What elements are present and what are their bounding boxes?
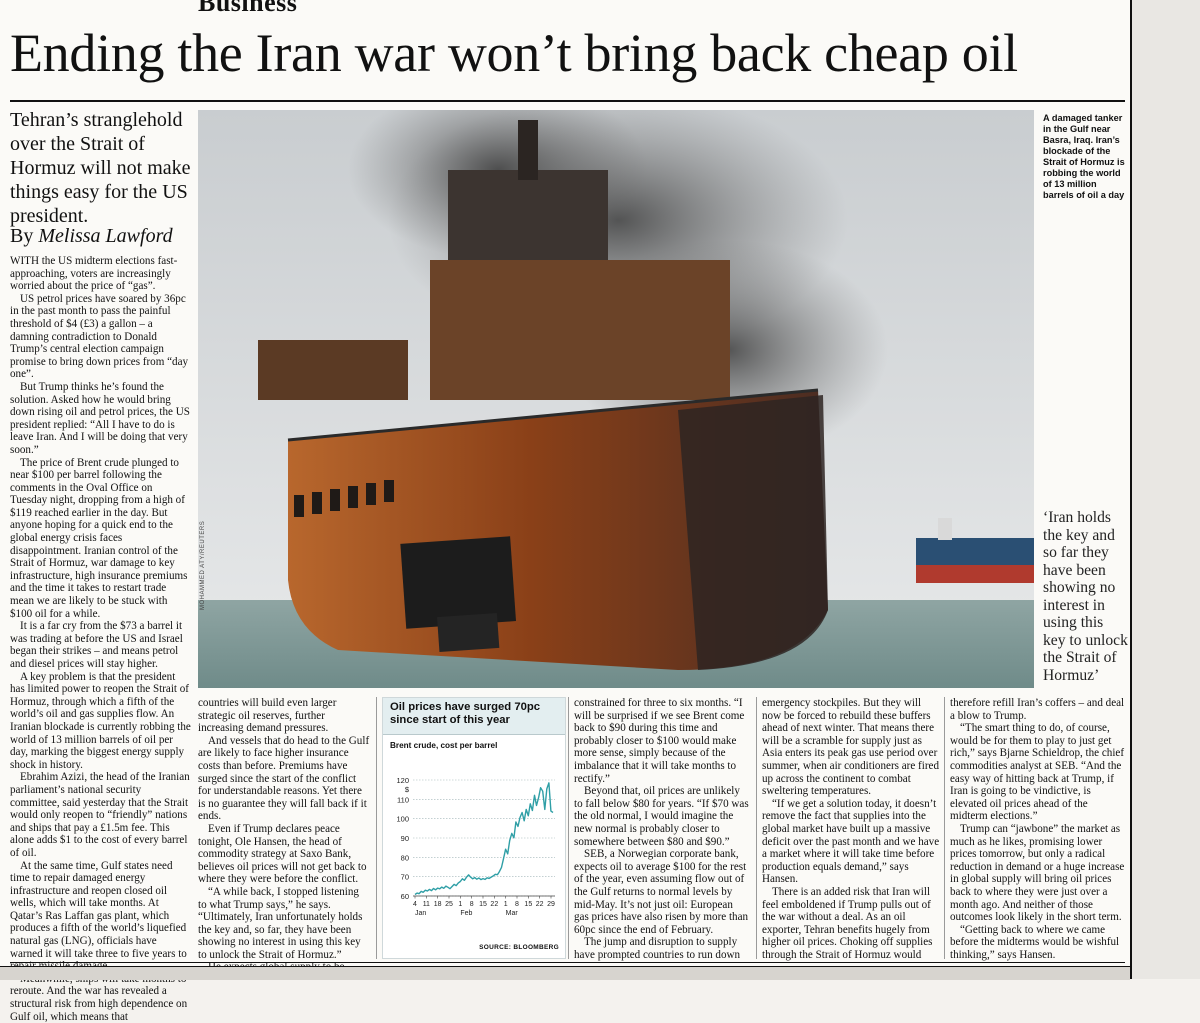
oil-price-chart: Oil prices have surged 70pc since start …: [382, 697, 566, 959]
x-month-label: Jan: [415, 910, 426, 917]
paragraph: “If we get a solution today, it doesn’t …: [762, 797, 940, 886]
x-month-label: Feb: [460, 910, 472, 917]
damaged-tanker-illustration: [198, 110, 1034, 688]
x-tick-label: 15: [524, 901, 532, 908]
scan-margin: [1130, 0, 1200, 979]
paragraph: Trump can “jawbone” the market as much a…: [950, 822, 1125, 924]
x-tick-label: 29: [547, 901, 555, 908]
x-tick-label: 8: [515, 901, 519, 908]
x-tick-label: 1: [458, 901, 462, 908]
bottom-rule: [10, 962, 1125, 963]
x-tick-label: 18: [434, 901, 442, 908]
paragraph: constrained for three to six months. “I …: [574, 697, 745, 785]
byline-author: Melissa Lawford: [38, 225, 173, 247]
x-tick-label: 11: [423, 901, 430, 908]
y-tick-label: 70: [401, 873, 409, 882]
y-tick-label: 110: [397, 795, 409, 804]
standfirst: Tehran’s stranglehold over the Strait of…: [10, 109, 191, 227]
column-divider: [376, 697, 377, 959]
paragraph: countries will build even larger strateg…: [198, 697, 337, 735]
paragraph: US petrol prices have soared by 36pc in …: [10, 292, 189, 381]
column-divider: [944, 697, 945, 959]
headline-rule: [10, 100, 1125, 102]
paragraph: Ebrahim Azizi, the head of the Iranian p…: [10, 771, 190, 859]
x-tick-label: 22: [536, 901, 544, 908]
paragraph: A key problem is that the president has …: [10, 670, 191, 771]
x-tick-label: 4: [413, 901, 417, 908]
x-tick-label: 15: [479, 901, 487, 908]
byline-prefix: By: [10, 225, 34, 247]
paragraph: And vessels that do head to the Gulf are…: [198, 734, 370, 823]
paragraph: The price of Brent crude plunged to near…: [10, 456, 188, 620]
paragraph: There is an added risk that Iran will fe…: [762, 885, 933, 961]
paragraph: The jump and disruption to supply have p…: [574, 936, 741, 961]
paragraph: Beyond that, oil prices are unlikely to …: [574, 785, 749, 848]
article-column-1: WITH the US midterm elections fast-appro…: [10, 255, 192, 1023]
photo-caption: A damaged tanker in the Gulf near Basra,…: [1043, 113, 1125, 200]
paragraph: “The smart thing to do, of course, would…: [950, 722, 1125, 823]
headline: Ending the Iran war won’t bring back che…: [10, 23, 1018, 83]
chart-subtitle: Brent crude, cost per barrel: [390, 741, 498, 750]
paragraph: “A while back, I stopped listening to wh…: [198, 885, 363, 961]
y-tick-label: 90: [401, 834, 409, 843]
photo-credit: MOHAMMED ATY/REUTERS: [200, 520, 206, 610]
paragraph: But Trump thinks he’s found the solution…: [10, 380, 190, 456]
chart-source: SOURCE: BLOOMBERG: [479, 944, 559, 951]
x-month-label: Mar: [506, 910, 519, 917]
paragraph: therefore refill Iran’s coffers – and de…: [950, 697, 1125, 722]
y-tick-label: 80: [401, 853, 409, 862]
series-line: [414, 782, 554, 896]
paragraph: At the same time, Gulf states need time …: [10, 859, 187, 973]
y-tick-label: 120: [396, 776, 409, 785]
paragraph: Even if Trump declares peace tonight, Ol…: [198, 822, 367, 886]
column-divider: [756, 697, 757, 959]
article-column-2: countries will build even larger strateg…: [198, 697, 370, 974]
byline: By Melissa Lawford: [10, 224, 192, 248]
page-footer-band: [0, 966, 1130, 980]
paragraph: It is a far cry from the $73 a barrel it…: [10, 620, 183, 670]
chart-header: Oil prices have surged 70pc since start …: [383, 698, 565, 735]
x-tick-label: 22: [490, 901, 498, 908]
paragraph: Meanwhile, ships will take months to rer…: [10, 973, 188, 1023]
article-column-6: therefore refill Iran’s coffers – and de…: [950, 697, 1128, 961]
paragraph: SEB, a Norwegian corporate bank, expects…: [574, 848, 749, 936]
section-label: Business: [198, 0, 298, 17]
paragraph: WITH the US midterm elections fast-appro…: [10, 255, 178, 293]
paragraph: emergency stockpiles. But they will now …: [762, 697, 939, 798]
pull-quote: ‘Iran holds the key and so far they have…: [1043, 509, 1128, 684]
newspaper-page: Business Ending the Iran war won’t bring…: [0, 0, 1130, 1023]
x-tick-label: 1: [504, 901, 508, 908]
y-tick-label: 60: [401, 892, 409, 901]
y-unit-label: $: [405, 785, 410, 794]
paragraph: “Getting back to where we came before th…: [950, 923, 1120, 961]
article-column-4: constrained for three to six months. “I …: [574, 697, 750, 961]
x-tick-label: 8: [470, 901, 474, 908]
column-divider: [568, 697, 569, 959]
chart-title: Oil prices have surged 70pc since start …: [390, 701, 541, 726]
article-column-5: emergency stockpiles. But they will now …: [762, 697, 940, 961]
x-tick-label: 25: [445, 901, 453, 908]
y-tick-label: 100: [396, 815, 409, 824]
tanker-photo: [198, 110, 1034, 688]
